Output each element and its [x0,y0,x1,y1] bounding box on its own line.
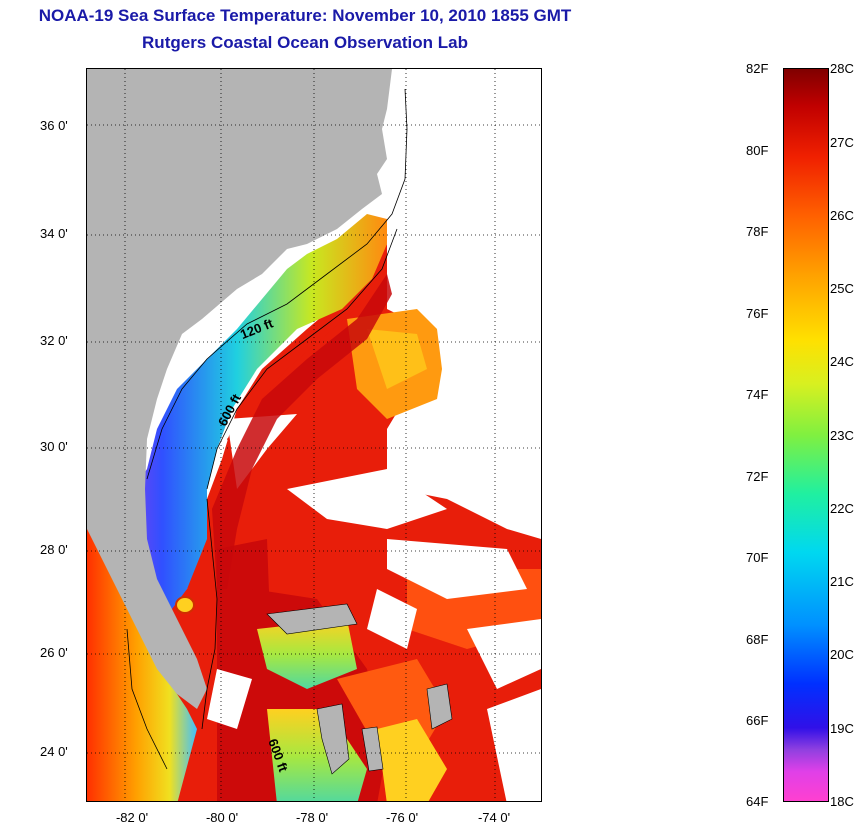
lon-label-78: -78 0' [295,810,329,825]
lake-okeechobee [175,596,195,614]
lat-label-30: 30 0' [40,439,68,454]
map-title: NOAA-19 Sea Surface Temperature: Novembe… [38,6,572,25]
colorbar-c-label: 26C [830,208,854,223]
gulf-stream-core [212,274,392,589]
temperature-colorbar [783,68,829,802]
colorbar-f-label: 78F [746,224,769,239]
colorbar-f-label: 80F [746,143,769,158]
lat-label-24: 24 0' [40,744,68,759]
colorbar-f-label: 76F [746,306,769,321]
land-mass [87,69,392,709]
colorbar-f-label: 64F [746,794,769,809]
colorbar-c-label: 20C [830,647,854,662]
colorbar-c-label: 23C [830,428,854,443]
lon-label-82: -82 0' [115,810,149,825]
colorbar-f-label: 82F [746,61,769,76]
colorbar-c-label: 21C [830,574,854,589]
colorbar-c-label: 22C [830,501,854,516]
lat-label-28: 28 0' [40,542,68,557]
colorbar-f-label: 72F [746,469,769,484]
lon-label-76: -76 0' [385,810,419,825]
colorbar-c-label: 24C [830,354,854,369]
colorbar-f-label: 74F [746,387,769,402]
colorbar-f-label: 68F [746,632,769,647]
lat-label-36: 36 0' [40,118,68,133]
isobath-contours [126,88,408,770]
colorbar-c-label: 27C [830,135,854,150]
lat-label-34: 34 0' [40,226,68,241]
lat-label-32: 32 0' [40,333,68,348]
cloud-mask [207,149,541,801]
colorbar-c-label: 19C [830,721,854,736]
colorbar-c-label: 18C [830,794,854,809]
sst-map: 120 ft 600 ft 600 ft [86,68,542,802]
colorbar-f-label: 70F [746,550,769,565]
map-subtitle: Rutgers Coastal Ocean Observation Lab [142,33,468,52]
lon-label-74: -74 0' [477,810,511,825]
colorbar-f-label: 66F [746,713,769,728]
bahamas-islands [266,603,453,775]
lon-label-80: -80 0' [205,810,239,825]
lat-label-26: 26 0' [40,645,68,660]
colorbar-c-label: 28C [830,61,854,76]
colorbar-c-label: 25C [830,281,854,296]
